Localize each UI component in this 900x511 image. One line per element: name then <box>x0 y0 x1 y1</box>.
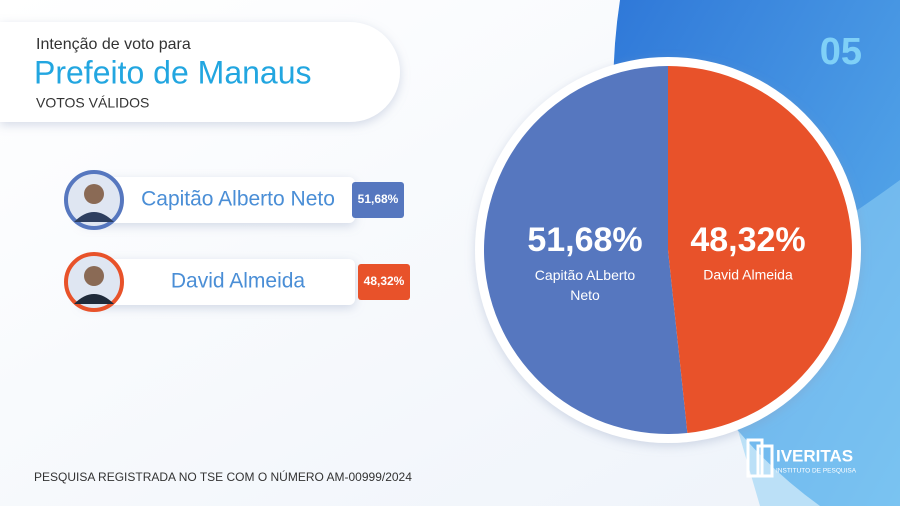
slide-number: 05 <box>820 31 862 73</box>
footer: PESQUISA REGISTRADA NO TSE COM O NÚMERO … <box>34 469 412 484</box>
header-subtitle: Intenção de voto para <box>36 36 191 53</box>
header-title: Prefeito de Manaus <box>34 54 312 90</box>
logo-tagline: INSTITUTO DE PESQUISA <box>776 468 857 475</box>
slice-category-label: Capitão ALberto Neto <box>535 267 636 303</box>
header-note: VOTOS VÁLIDOS <box>36 95 149 111</box>
header-card <box>0 22 400 122</box>
name-card <box>80 259 355 305</box>
percent-badge <box>352 182 404 218</box>
pie-slice <box>483 66 688 434</box>
logo-icon <box>746 438 764 478</box>
avatar-body <box>74 212 114 222</box>
slice-category-label: David Almeida <box>703 267 793 283</box>
pie-slice <box>668 66 852 433</box>
slice-value-label: 51,68% <box>527 221 642 259</box>
percent-label: 48,32% <box>364 274 405 288</box>
percent-label: 51,68% <box>358 192 399 206</box>
logo-icon <box>756 444 774 478</box>
name-card <box>80 177 355 223</box>
logo-name: IVERITAS <box>776 446 853 465</box>
candidate-name: David Almeida <box>171 270 306 293</box>
pie: 51,68% Capitão ALberto Neto 48,32% David Alm… <box>483 66 852 434</box>
candidate-name: Capitão Alberto Neto <box>141 188 335 211</box>
avatar-head <box>84 184 104 204</box>
percent-badge <box>358 264 410 300</box>
ranking: 51,68% Capitão Alberto Neto 48,32% David Al… <box>64 170 410 312</box>
slice-value-label: 48,32% <box>690 221 805 259</box>
avatar-head <box>84 266 104 286</box>
avatar-body <box>74 294 114 304</box>
